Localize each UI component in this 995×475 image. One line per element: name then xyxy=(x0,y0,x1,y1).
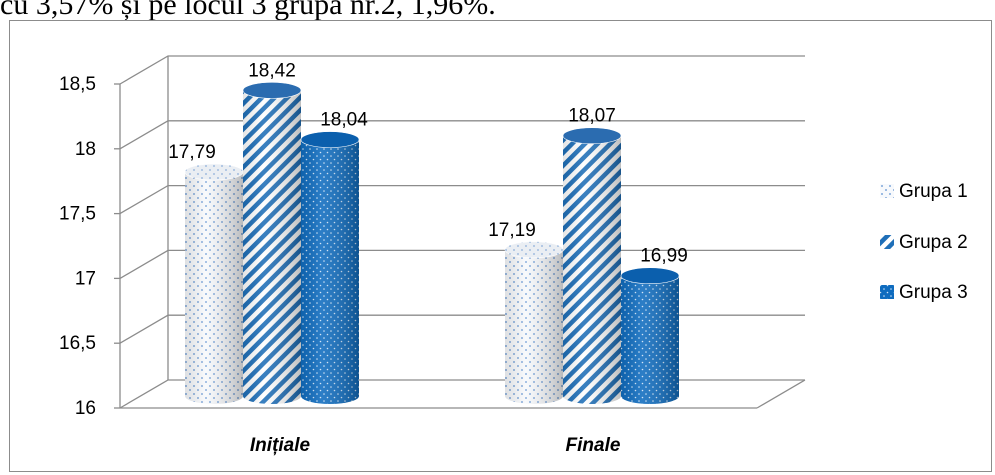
bar-shading xyxy=(185,172,243,404)
legend: Grupa 1 Grupa 2 Grupa 3 xyxy=(880,181,968,303)
legend-item: Grupa 2 xyxy=(880,232,968,253)
bar xyxy=(184,163,244,404)
bars xyxy=(184,82,680,405)
bar-shading xyxy=(505,249,563,404)
bar-shading xyxy=(563,135,621,404)
bar xyxy=(562,127,622,404)
bar-top xyxy=(300,131,360,148)
x-axis: Inițiale Finale xyxy=(250,435,621,456)
data-label: 16,99 xyxy=(640,246,688,267)
data-label: 18,04 xyxy=(320,110,368,131)
legend-label: Grupa 3 xyxy=(899,282,968,303)
bar-top-texture xyxy=(505,241,563,258)
y-tick-label: 18 xyxy=(75,139,96,160)
gridline xyxy=(119,120,805,150)
legend-swatch xyxy=(880,285,894,299)
data-label: 17,79 xyxy=(168,142,216,163)
y-axis: 16 16,5 17 17,5 18 18,5 xyxy=(59,74,121,419)
bar xyxy=(242,82,302,405)
data-label: 18,42 xyxy=(248,60,296,81)
bar-shading xyxy=(621,275,679,404)
data-label: 17,19 xyxy=(488,220,536,241)
chart-frame xyxy=(9,20,992,472)
legend-label: Grupa 2 xyxy=(899,232,968,253)
legend-item: Grupa 1 xyxy=(880,181,968,202)
document-text-line: cu 3,57% și pe locul 3 grupa nr.2, 1,96%… xyxy=(0,0,496,21)
floor-right-edge xyxy=(756,379,806,409)
bar xyxy=(300,131,360,404)
bar-top xyxy=(620,267,680,284)
data-label: 18,07 xyxy=(568,106,616,127)
y-tick-label: 16,5 xyxy=(59,333,96,354)
category-label: Inițiale xyxy=(250,435,311,456)
legend-item: Grupa 3 xyxy=(880,282,968,303)
legend-label: Grupa 1 xyxy=(899,181,968,202)
bar-top xyxy=(242,82,302,99)
bar-shading xyxy=(243,90,301,405)
y-tick-label: 17,5 xyxy=(59,204,96,225)
gridline xyxy=(119,55,805,85)
bar-shading xyxy=(301,139,359,404)
legend-swatch xyxy=(880,184,894,198)
y-tick-label: 17 xyxy=(75,268,96,289)
y-tick-label: 16 xyxy=(75,398,96,419)
data-labels: 17,79 18,42 18,04 17,19 18,07 16,99 xyxy=(168,60,688,266)
bar-top-texture xyxy=(185,164,243,181)
bar xyxy=(620,267,680,404)
legend-swatch xyxy=(880,235,894,249)
category-label: Finale xyxy=(566,435,621,456)
bar-top xyxy=(562,127,622,145)
bar xyxy=(504,241,564,404)
y-tick-label: 18,5 xyxy=(59,74,96,95)
